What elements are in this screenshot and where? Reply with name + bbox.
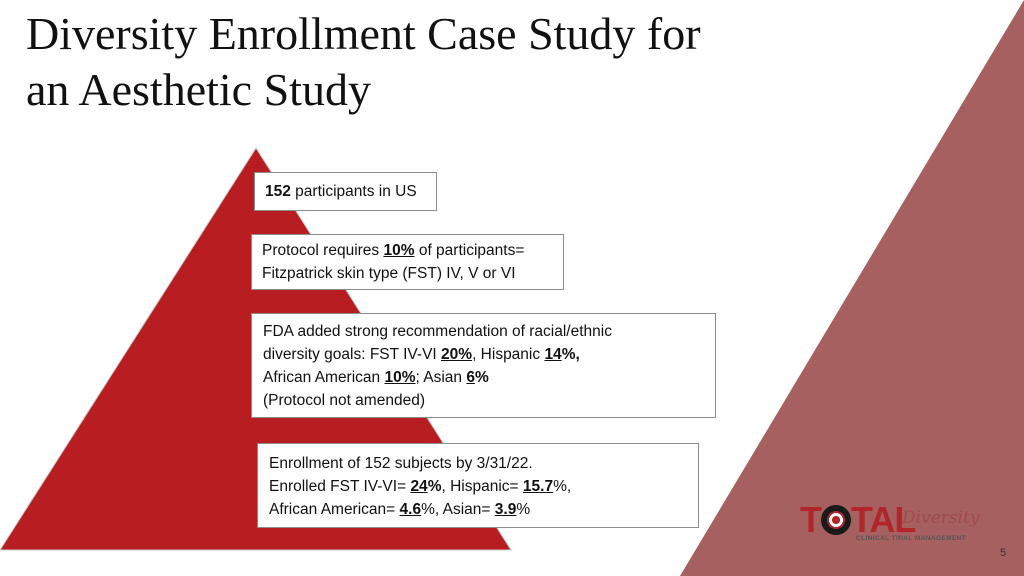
enrollment-line-3: African American= 4.6%, Asian= 3.9%	[269, 498, 687, 521]
fda-text-f: %	[474, 369, 489, 386]
fda-text-a: diversity goals: FST IV-VI	[263, 346, 442, 363]
fda-box: FDA added strong recommendation of racia…	[251, 313, 716, 418]
enrollment-line-2: Enrolled FST IV-VI= 24%, Hispanic= 15.7%…	[269, 475, 687, 498]
fda-fst-percent: 20%	[441, 346, 473, 363]
protocol-box: Protocol requires 10% of participants= F…	[251, 234, 564, 290]
enrollment-hispanic-value: 15.7	[522, 478, 554, 495]
fda-text-e: ; Asian	[415, 369, 467, 386]
participants-count: 152	[265, 183, 291, 200]
protocol-line-2: Fitzpatrick skin type (FST) IV, V or VI	[262, 265, 516, 282]
fda-line-3: African American 10%; Asian 6%	[263, 366, 704, 389]
fda-asian-percent: 6	[466, 369, 475, 386]
participants-text: participants in US	[290, 183, 417, 200]
fda-african-american-percent: 10%	[384, 369, 416, 386]
slide-title: Diversity Enrollment Case Study for an A…	[26, 6, 701, 118]
enrollment-fst-percent: %	[427, 478, 442, 495]
logo-wordmark: T TAL	[800, 499, 916, 540]
enrollment-text-d: African American=	[269, 501, 400, 518]
logo-subtitle: CLINICAL TRIAL MANAGEMENT	[856, 535, 967, 542]
title-line-1: Diversity Enrollment Case Study for	[26, 8, 701, 59]
page-number: 5	[1000, 547, 1007, 559]
enrollment-text-b: , Hispanic=	[441, 478, 523, 495]
enrollment-african-american-value: 4.6	[399, 501, 422, 518]
protocol-text-a: Protocol requires	[262, 242, 384, 259]
title-line-2: an Aesthetic Study	[26, 64, 371, 115]
protocol-text-b: of participants=	[414, 242, 525, 259]
protocol-percent: 10%	[383, 242, 415, 259]
enrollment-text-c: %,	[553, 478, 572, 495]
fda-line-4: (Protocol not amended)	[263, 392, 425, 409]
enrollment-asian-value: 3.9	[494, 501, 517, 518]
enrollment-line-1: Enrollment of 152 subjects by 3/31/22.	[269, 455, 533, 472]
target-icon	[821, 505, 851, 535]
fda-line-2: diversity goals: FST IV-VI 20%, Hispanic…	[263, 343, 704, 366]
protocol-line-1: Protocol requires 10% of participants=	[262, 239, 553, 262]
total-diversity-logo: T TAL Diversity CLINICAL TRIAL MANAGEMENT	[800, 499, 979, 548]
enrollment-text-e: %, Asian=	[421, 501, 495, 518]
logo-script: Diversity	[902, 508, 980, 528]
participants-box: 152 participants in US	[254, 172, 437, 211]
enrollment-text-f: %	[516, 501, 531, 518]
side-panel-shape	[680, 0, 1024, 576]
enrollment-box: Enrollment of 152 subjects by 3/31/22. E…	[257, 443, 699, 528]
enrollment-fst-value: 24	[410, 478, 428, 495]
fda-text-b: , Hispanic	[472, 346, 545, 363]
enrollment-text-a: Enrolled FST IV-VI=	[269, 478, 411, 495]
logo-letter-t: T	[800, 499, 822, 540]
fda-text-c: %,	[561, 346, 580, 363]
fda-line-1: FDA added strong recommendation of racia…	[263, 323, 612, 340]
logo-letters-tal: TAL	[851, 499, 916, 540]
fda-hispanic-percent: 14	[544, 346, 562, 363]
fda-text-d: African American	[263, 369, 385, 386]
